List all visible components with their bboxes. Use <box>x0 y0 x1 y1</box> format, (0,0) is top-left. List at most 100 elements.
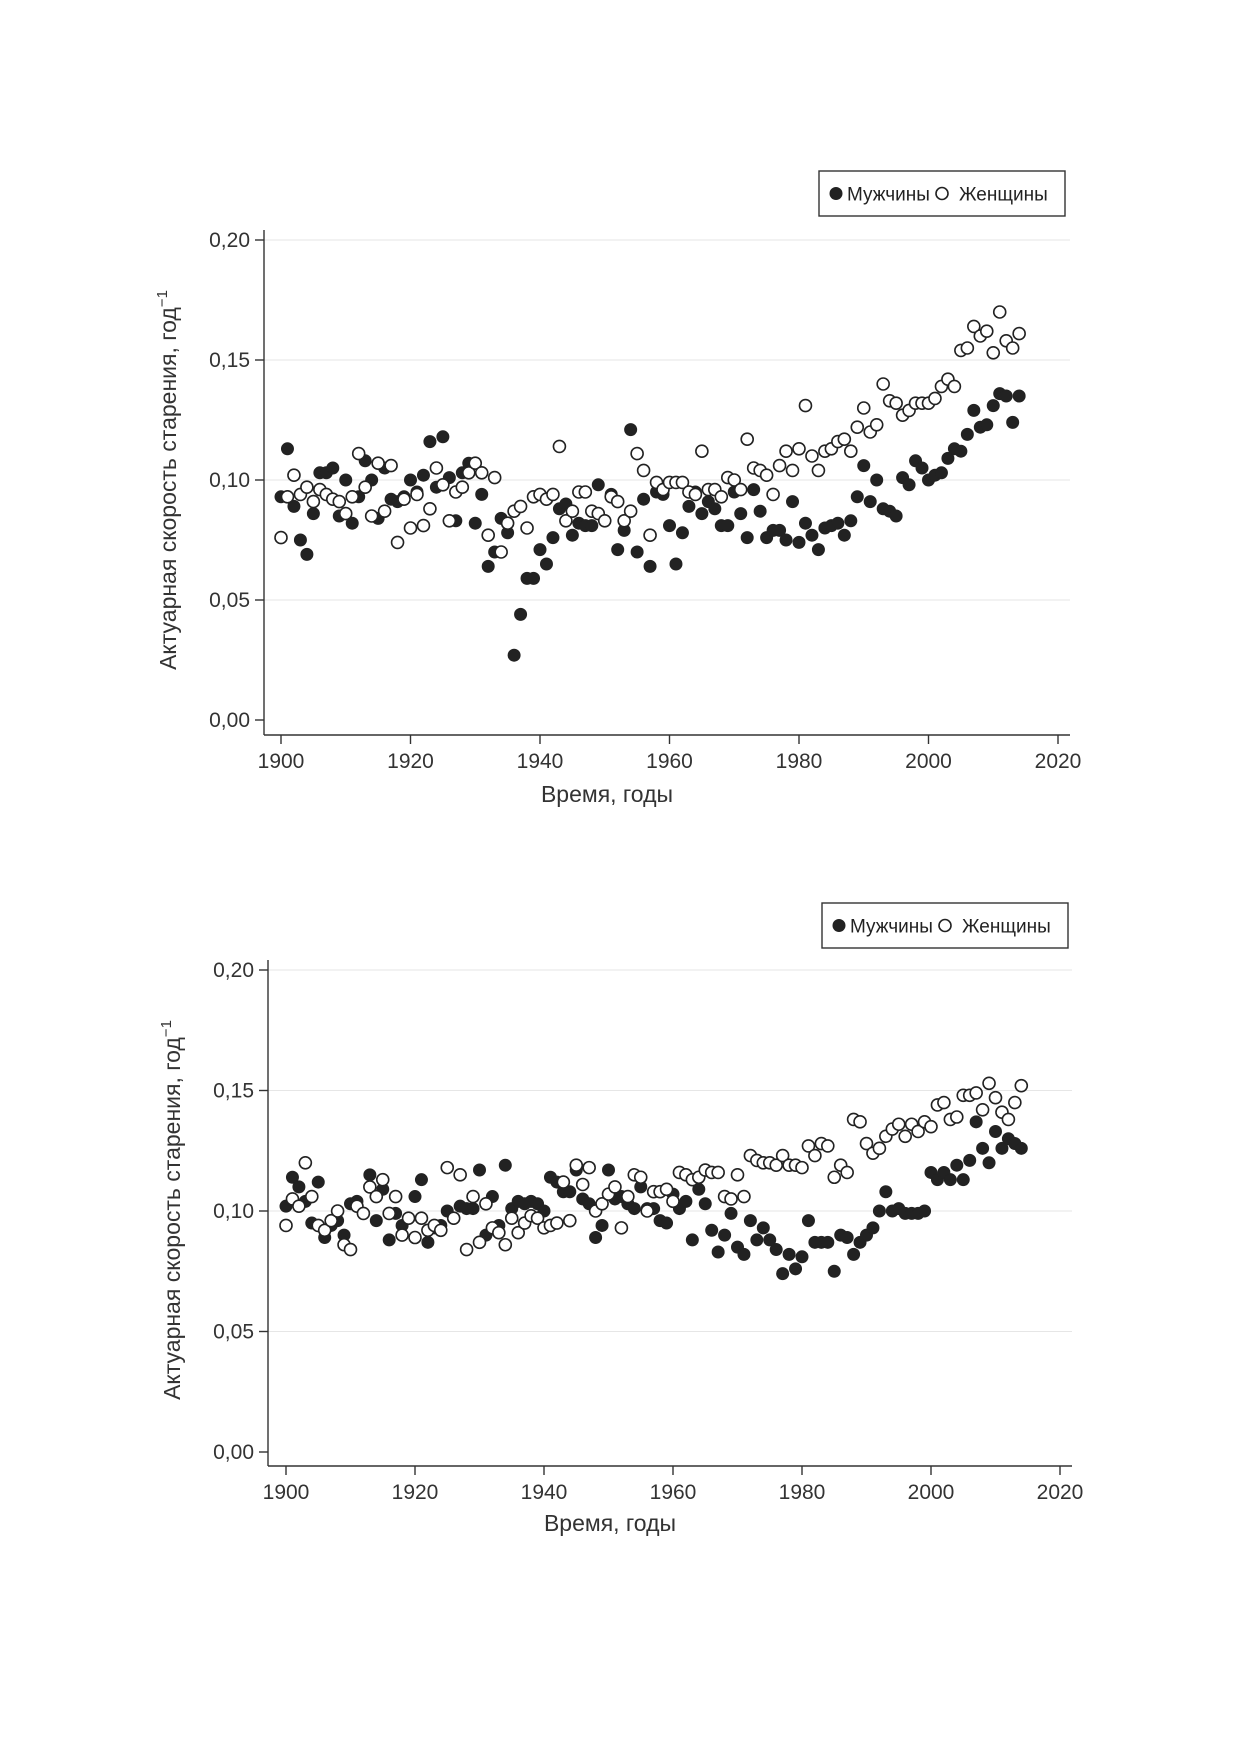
point-men <box>595 1218 609 1232</box>
point-women <box>317 1223 332 1238</box>
point-women <box>837 432 852 447</box>
point-men <box>414 1173 428 1187</box>
point-women <box>727 473 742 487</box>
point-women <box>766 487 780 502</box>
point-men <box>837 528 851 542</box>
point-men <box>798 516 812 530</box>
y-tick-label: 0,15 <box>209 349 250 372</box>
x-tick-label: 2000 <box>905 750 952 773</box>
point-women <box>552 439 567 454</box>
point-men <box>980 418 994 432</box>
point-men <box>847 1247 861 1261</box>
point-women <box>872 1141 887 1156</box>
point-women <box>792 441 806 456</box>
point-women <box>397 492 411 507</box>
point-women <box>636 463 651 478</box>
point-men <box>889 509 903 523</box>
point-women <box>356 1206 371 1221</box>
point-men <box>943 1173 957 1187</box>
point-men <box>995 1141 1009 1155</box>
series-women <box>274 305 1026 559</box>
y-tick-label: 0,10 <box>209 469 250 492</box>
point-men <box>473 1163 486 1177</box>
point-men <box>287 499 301 513</box>
point-women <box>827 1170 842 1185</box>
point-men <box>763 1233 777 1247</box>
point-women <box>298 1156 313 1170</box>
x-tick-label: 2000 <box>908 1481 955 1504</box>
point-men <box>711 1245 725 1259</box>
point-men <box>306 507 320 521</box>
point-men <box>293 533 307 547</box>
point-women <box>808 1148 822 1163</box>
point-women <box>911 1124 925 1139</box>
point-men <box>339 473 353 487</box>
point-women <box>556 1175 571 1189</box>
y-tick-label: 0,05 <box>213 1321 254 1344</box>
point-men <box>682 499 696 513</box>
point-men <box>918 1204 932 1218</box>
point-men <box>1006 415 1020 429</box>
point-women <box>304 1189 319 1204</box>
point-women <box>455 480 470 495</box>
point-women <box>364 509 379 523</box>
legend-label-men: Мужчины <box>850 917 933 938</box>
point-women <box>740 432 755 447</box>
point-women <box>395 1228 409 1242</box>
point-men <box>675 526 689 540</box>
point-men <box>637 492 651 506</box>
point-men <box>507 648 521 662</box>
point-women <box>975 1102 990 1117</box>
point-men <box>756 1221 770 1235</box>
point-men <box>285 1170 299 1184</box>
point-men <box>840 1231 854 1245</box>
point-women <box>820 1139 835 1153</box>
point-men <box>805 528 819 542</box>
point-men <box>850 490 864 504</box>
point-women <box>891 1117 906 1132</box>
point-women <box>937 1095 951 1110</box>
point-men <box>1014 1141 1028 1155</box>
point-men <box>844 514 858 528</box>
point-men <box>421 1235 435 1249</box>
point-women <box>446 1211 461 1226</box>
point-men <box>786 495 800 509</box>
y-tick-label: 0,05 <box>209 589 250 612</box>
point-women <box>546 487 560 502</box>
x-axis-title: Время, годы <box>541 781 673 807</box>
point-women <box>1008 1095 1022 1110</box>
point-men <box>624 423 638 437</box>
legend-label-women: Женщины <box>959 185 1048 206</box>
point-men <box>737 1247 751 1261</box>
point-men <box>280 442 294 456</box>
point-women <box>345 489 360 504</box>
point-men <box>660 1216 674 1230</box>
point-women <box>643 528 657 543</box>
point-women <box>472 1235 487 1250</box>
point-women <box>924 1119 938 1134</box>
point-men <box>747 483 761 497</box>
point-men <box>956 1173 970 1187</box>
point-women <box>986 345 1001 360</box>
point-men <box>423 435 437 449</box>
point-men <box>466 1202 480 1216</box>
point-women <box>617 513 631 528</box>
point-men <box>863 495 877 509</box>
point-women <box>595 1196 609 1211</box>
point-men <box>527 571 541 585</box>
point-men <box>345 516 359 530</box>
point-men <box>743 1214 757 1228</box>
point-men <box>734 507 748 521</box>
point-men <box>669 557 683 571</box>
point-women <box>960 341 975 355</box>
y-tick-label: 0,00 <box>209 709 250 732</box>
point-women <box>597 513 612 528</box>
point-women <box>869 417 884 432</box>
point-men <box>792 535 806 549</box>
point-women <box>390 535 405 550</box>
point-men <box>602 1163 615 1177</box>
point-men <box>382 1233 396 1247</box>
y-tick-label: 0,10 <box>213 1200 254 1223</box>
point-women <box>724 1192 738 1206</box>
point-men <box>967 403 981 417</box>
